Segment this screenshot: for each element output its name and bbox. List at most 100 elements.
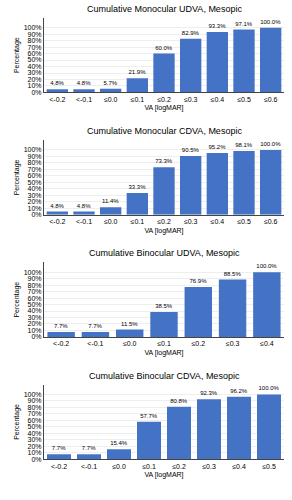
svg-text:82.9%: 82.9% (182, 30, 200, 36)
svg-text:30%: 30% (28, 69, 42, 76)
svg-text:98.1%: 98.1% (235, 142, 253, 148)
svg-text:7.7%: 7.7% (88, 323, 102, 329)
svg-text:70%: 70% (28, 166, 42, 173)
svg-text:50%: 50% (28, 301, 42, 308)
svg-text:<-0.1: <-0.1 (87, 340, 103, 347)
svg-text:0%: 0% (31, 211, 41, 218)
svg-text:60%: 60% (28, 295, 42, 302)
svg-text:≤0.3: ≤0.3 (226, 340, 240, 347)
svg-text:≤0.3: ≤0.3 (184, 96, 198, 103)
svg-text:<-0.2: <-0.2 (49, 96, 65, 103)
svg-text:<-0.2: <-0.2 (53, 340, 69, 347)
svg-text:40%: 40% (28, 307, 42, 314)
svg-text:≤0.2: ≤0.2 (192, 340, 206, 347)
svg-text:≤0.0: ≤0.0 (104, 218, 118, 225)
svg-text:90%: 90% (28, 153, 42, 160)
svg-text:≤0.0: ≤0.0 (112, 463, 126, 470)
svg-text:Cumulative Binocular UDVA, Mes: Cumulative Binocular UDVA, Mesopic (89, 248, 240, 258)
svg-text:96.2%: 96.2% (230, 388, 248, 394)
svg-text:≤0.5: ≤0.5 (237, 218, 251, 225)
svg-text:11.4%: 11.4% (102, 198, 119, 204)
svg-text:Percentage: Percentage (13, 37, 21, 73)
svg-text:4.8%: 4.8% (77, 80, 91, 86)
svg-text:70%: 70% (28, 44, 42, 51)
svg-text:100.0%: 100.0% (260, 19, 281, 25)
svg-text:80.8%: 80.8% (170, 398, 188, 404)
svg-text:90%: 90% (28, 397, 42, 404)
svg-text:90%: 90% (28, 31, 42, 38)
svg-text:60%: 60% (28, 50, 42, 57)
svg-text:4.8%: 4.8% (50, 80, 64, 86)
svg-text:VA [logMAR]: VA [logMAR] (144, 349, 183, 357)
svg-text:100.0%: 100.0% (256, 263, 277, 269)
svg-text:70%: 70% (28, 410, 42, 417)
svg-text:20%: 20% (28, 320, 42, 327)
svg-text:4.8%: 4.8% (50, 203, 64, 209)
svg-text:VA [logMAR]: VA [logMAR] (144, 227, 183, 235)
svg-text:93.3%: 93.3% (208, 23, 226, 29)
svg-text:<-0.1: <-0.1 (76, 96, 92, 103)
svg-text:11.5%: 11.5% (121, 321, 138, 327)
svg-text:4.8%: 4.8% (77, 203, 91, 209)
svg-text:<-0.2: <-0.2 (51, 463, 67, 470)
svg-text:15.4%: 15.4% (110, 440, 128, 446)
svg-text:20%: 20% (28, 443, 42, 450)
svg-text:VA [logMAR]: VA [logMAR] (144, 471, 183, 479)
svg-text:≤0.4: ≤0.4 (211, 96, 225, 103)
svg-text:≤0.1: ≤0.1 (131, 96, 145, 103)
svg-text:≤0.0: ≤0.0 (123, 340, 137, 347)
svg-text:≤0.2: ≤0.2 (157, 96, 171, 103)
svg-text:VA [logMAR]: VA [logMAR] (144, 104, 183, 112)
svg-text:33.3%: 33.3% (128, 184, 146, 190)
svg-text:50%: 50% (28, 423, 42, 430)
svg-text:≤0.2: ≤0.2 (157, 218, 171, 225)
svg-text:20%: 20% (28, 198, 42, 205)
svg-text:≤0.2: ≤0.2 (172, 463, 186, 470)
svg-text:Percentage: Percentage (13, 404, 21, 440)
svg-text:30%: 30% (28, 192, 42, 199)
svg-text:≤0.3: ≤0.3 (184, 218, 198, 225)
svg-text:60%: 60% (28, 172, 42, 179)
svg-text:57.7%: 57.7% (140, 413, 158, 419)
svg-text:Cumulative Monocular CDVA, Mes: Cumulative Monocular CDVA, Mesopic (87, 126, 242, 136)
svg-text:7.7%: 7.7% (82, 445, 96, 451)
svg-text:50%: 50% (28, 179, 42, 186)
svg-text:7.7%: 7.7% (54, 323, 68, 329)
svg-text:Percentage: Percentage (13, 282, 21, 318)
svg-text:90%: 90% (28, 275, 42, 282)
svg-text:≤0.1: ≤0.1 (157, 340, 171, 347)
svg-text:≤0.4: ≤0.4 (232, 463, 246, 470)
svg-text:90.5%: 90.5% (182, 147, 200, 153)
svg-text:7.7%: 7.7% (52, 445, 66, 451)
svg-text:Percentage: Percentage (13, 159, 21, 195)
svg-text:80%: 80% (28, 159, 42, 166)
svg-text:100.0%: 100.0% (258, 385, 279, 391)
svg-text:<-0.1: <-0.1 (81, 463, 97, 470)
svg-text:80%: 80% (28, 404, 42, 411)
svg-text:≤0.0: ≤0.0 (104, 96, 118, 103)
svg-text:≤0.1: ≤0.1 (142, 463, 156, 470)
svg-text:40%: 40% (28, 430, 42, 437)
svg-text:10%: 10% (28, 82, 42, 89)
svg-text:<-0.1: <-0.1 (76, 218, 92, 225)
svg-text:≤0.5: ≤0.5 (237, 96, 251, 103)
svg-text:80%: 80% (28, 282, 42, 289)
svg-text:<-0.2: <-0.2 (49, 218, 65, 225)
svg-text:73.3%: 73.3% (155, 158, 173, 164)
svg-text:30%: 30% (28, 436, 42, 443)
svg-text:0%: 0% (31, 333, 41, 340)
svg-text:10%: 10% (28, 205, 42, 212)
svg-text:97.1%: 97.1% (235, 21, 253, 27)
svg-text:95.2%: 95.2% (208, 144, 226, 150)
svg-text:100%: 100% (24, 146, 42, 153)
svg-text:100%: 100% (24, 269, 42, 276)
svg-text:100.0%: 100.0% (260, 141, 281, 147)
svg-text:21.9%: 21.9% (128, 69, 146, 75)
svg-text:0%: 0% (31, 89, 41, 96)
svg-text:60%: 60% (28, 417, 42, 424)
svg-text:40%: 40% (28, 63, 42, 70)
svg-text:≤0.5: ≤0.5 (262, 463, 276, 470)
svg-text:5.7%: 5.7% (103, 80, 117, 86)
svg-text:80%: 80% (28, 37, 42, 44)
svg-text:100%: 100% (24, 391, 42, 398)
